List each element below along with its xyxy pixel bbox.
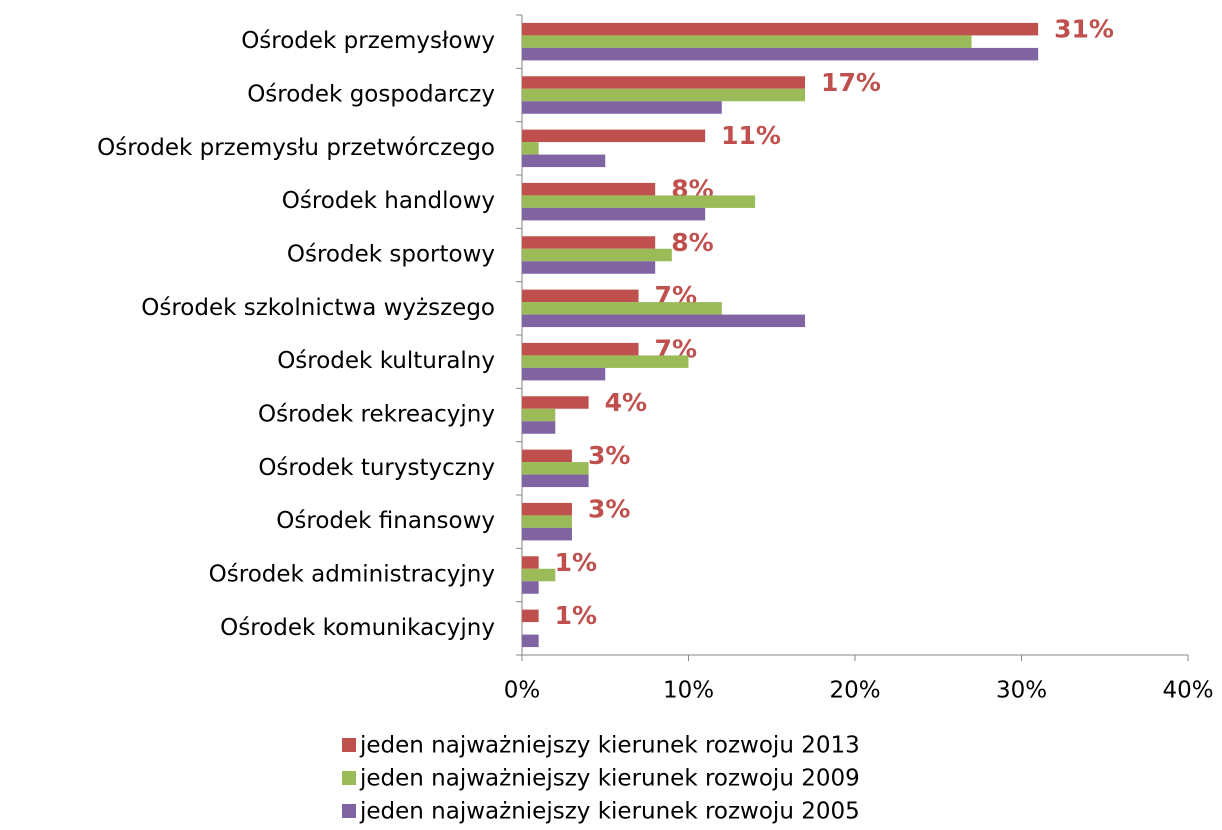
legend-label: jeden najważniejszy kierunek rozwoju 200…: [359, 799, 860, 825]
value-label: 1%: [555, 601, 597, 630]
category-label: Ośrodek komunikacyjny: [220, 615, 495, 641]
category-label: Ośrodek rekreacyjny: [258, 402, 495, 428]
category-label: Ośrodek sportowy: [287, 242, 495, 268]
category-label: Ośrodek szkolnictwa wyższego: [141, 295, 495, 321]
legend-label: jeden najważniejszy kierunek rozwoju 201…: [359, 733, 860, 759]
bar: [522, 396, 589, 409]
value-label: 3%: [588, 494, 630, 523]
category-label: Ośrodek kulturalny: [277, 348, 495, 374]
category-label: Ośrodek przemysłowy: [241, 28, 495, 54]
bar: [522, 355, 689, 368]
bar: [522, 129, 706, 143]
x-tick-label: 0%: [504, 678, 541, 704]
value-label: 1%: [555, 548, 597, 577]
value-label: 11%: [721, 121, 781, 150]
x-tick-label: 20%: [829, 678, 880, 704]
bar: [522, 142, 539, 155]
bar: [522, 302, 722, 315]
category-label: Ośrodek administracyjny: [209, 562, 495, 588]
bar: [522, 154, 606, 168]
bar: [522, 236, 656, 249]
legend-swatch: [342, 804, 356, 818]
bar: [522, 35, 972, 48]
legend-label: jeden najważniejszy kierunek rozwoju 200…: [359, 766, 860, 792]
bar: [522, 474, 589, 488]
bar: [522, 342, 639, 356]
bar: [522, 207, 706, 221]
value-label: 17%: [821, 68, 881, 97]
bar: [522, 449, 572, 463]
bar: [522, 22, 1039, 36]
bar: [522, 515, 572, 528]
legend-swatch: [342, 771, 356, 785]
bar: [522, 261, 656, 274]
category-label: Ośrodek finansowy: [276, 508, 495, 534]
bar: [522, 367, 606, 381]
bar: [522, 289, 639, 303]
bar: [522, 314, 806, 328]
value-label: 4%: [605, 388, 647, 417]
bar: [522, 568, 556, 582]
bar: [522, 195, 756, 208]
bar: [522, 634, 539, 648]
x-tick-label: 30%: [996, 678, 1047, 704]
bar: [522, 609, 539, 623]
bar: [522, 527, 572, 541]
category-label: Ośrodek przemysłu przetwórczego: [97, 135, 495, 161]
category-label: Ośrodek handlowy: [282, 188, 495, 214]
bar: [522, 182, 656, 196]
x-tick-label: 40%: [1162, 678, 1213, 704]
category-label: Ośrodek turystyczny: [258, 455, 495, 481]
bar: [522, 47, 1039, 61]
bar: [522, 462, 589, 475]
bar: [522, 581, 539, 594]
bar: [522, 421, 556, 434]
bar: [522, 556, 539, 569]
value-label: 8%: [671, 228, 713, 257]
bar: [522, 408, 556, 422]
bar: [522, 502, 572, 516]
bar: [522, 101, 722, 114]
value-label: 31%: [1054, 14, 1114, 43]
bar: [522, 248, 672, 262]
legend-swatch: [342, 738, 356, 752]
value-label: 3%: [588, 441, 630, 470]
bar: [522, 76, 806, 89]
category-label: Ośrodek gospodarczy: [247, 82, 495, 108]
bar: [522, 88, 806, 102]
x-tick-label: 10%: [663, 678, 714, 704]
